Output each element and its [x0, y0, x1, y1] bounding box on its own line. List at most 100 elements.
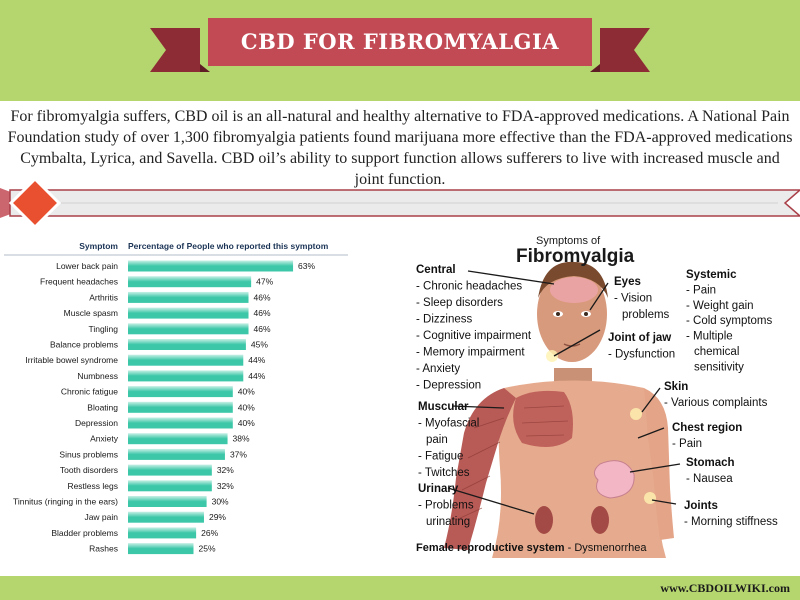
- symptom-bar-chart: Symptom Percentage of People who reported…: [4, 241, 348, 555]
- group-item: - Depression: [416, 380, 481, 392]
- group-heading: Eyes: [614, 276, 641, 288]
- value-label: 46%: [254, 308, 271, 318]
- category-label: Arthritis: [89, 292, 118, 302]
- kidney-left: [535, 506, 553, 534]
- category-label: Restless legs: [67, 481, 118, 491]
- category-label: Frequent headaches: [40, 277, 118, 287]
- group-item: - Weight gain: [686, 300, 754, 312]
- category-label: Tooth disorders: [60, 465, 118, 475]
- group-item: - Pain: [672, 438, 702, 450]
- value-label: 47%: [256, 277, 273, 287]
- group-item: - Morning stiffness: [684, 516, 778, 528]
- bar: [128, 543, 194, 555]
- page-title: CBD FOR FIBROMYALGIA: [240, 29, 560, 54]
- value-label: 38%: [233, 434, 250, 444]
- bar: [128, 448, 225, 460]
- category-label: Numbness: [77, 371, 118, 381]
- group-heading: Stomach: [686, 457, 735, 469]
- value-label: 37%: [230, 449, 247, 459]
- group-item: - Fatigue: [418, 451, 463, 463]
- group-item: - Vision: [614, 293, 652, 305]
- group-item: - Pain: [686, 284, 716, 296]
- category-label: Bloating: [87, 402, 118, 412]
- category-label: Irritable bowel syndrome: [25, 355, 118, 365]
- group-item: - Various complaints: [664, 397, 768, 409]
- group-item: - Myofascial: [418, 418, 479, 430]
- value-label: 30%: [212, 497, 229, 507]
- value-label: 45%: [251, 340, 268, 350]
- bar: [128, 307, 249, 319]
- ribbon-left-fold: [200, 64, 210, 72]
- ribbon-right-fold: [590, 64, 600, 72]
- title-ribbon: [150, 18, 650, 72]
- reproductive-heading: Female reproductive system: [416, 542, 565, 554]
- category-label: Tinnitus (ringing in the ears): [13, 497, 118, 507]
- group-heading: Muscular: [418, 401, 469, 413]
- intro-paragraph: For fibromyalgia suffers, CBD oil is an …: [7, 108, 793, 188]
- value-label: 32%: [217, 481, 234, 491]
- category-label: Sinus problems: [59, 449, 118, 459]
- group-item: pain: [426, 434, 448, 446]
- symptom-group: Joint of jaw - Dysfunction: [608, 332, 675, 361]
- value-label: 29%: [209, 512, 226, 522]
- bar: [128, 433, 228, 445]
- bar: [128, 417, 233, 429]
- stomach-overlay: [594, 460, 635, 499]
- bar: [128, 527, 197, 539]
- group-item: - Cold symptoms: [686, 315, 773, 327]
- group-heading: Joints: [684, 500, 718, 512]
- category-label: Lower back pain: [56, 261, 118, 271]
- value-label: 40%: [238, 418, 255, 428]
- header-percent: Percentage of People who reported this s…: [128, 241, 329, 251]
- group-heading: Urinary: [418, 483, 459, 495]
- category-label: Tingling: [89, 324, 119, 334]
- group-item: - Twitches: [418, 467, 470, 479]
- reproductive-text: - Dysmenorrhea: [565, 542, 648, 554]
- bar: [128, 354, 244, 366]
- category-label: Chronic fatigue: [61, 387, 118, 397]
- group-item: - Problems: [418, 500, 474, 512]
- kidney-right: [591, 506, 609, 534]
- value-label: 40%: [238, 387, 255, 397]
- bar: [128, 464, 212, 476]
- symptom-group: Systemic - Pain - Weight gain - Cold sympto…: [686, 269, 773, 373]
- bar: [128, 511, 204, 523]
- category-label: Balance problems: [50, 340, 118, 350]
- bar: [128, 480, 212, 492]
- group-item: - Nausea: [686, 473, 733, 485]
- group-item: chemical: [694, 346, 739, 358]
- group-item: - Sleep disorders: [416, 297, 503, 309]
- value-label: 26%: [201, 528, 218, 538]
- group-item: - Multiple: [686, 331, 733, 343]
- ribbon-left-tail: [150, 28, 200, 72]
- bar: [128, 370, 244, 382]
- value-label: 32%: [217, 465, 234, 475]
- group-heading: Central: [416, 264, 456, 276]
- group-heading: Joint of jaw: [608, 332, 671, 344]
- bar: [128, 276, 252, 288]
- ribbon-right-tail: [600, 28, 650, 72]
- bar: [128, 291, 249, 303]
- muscle-arm: [444, 388, 516, 550]
- group-item: - Cognitive impairment: [416, 330, 532, 342]
- figure-title-line1: Symptoms of: [536, 235, 601, 247]
- value-label: 25%: [199, 544, 216, 554]
- group-item: - Dizziness: [416, 314, 472, 326]
- reproductive-line: Female reproductive system - Dysmenorrhe…: [416, 542, 647, 554]
- footer-url[interactable]: www.CBDOILWIKI.com: [660, 581, 790, 595]
- symptom-group: Chest region - Pain: [672, 422, 742, 450]
- value-label: 46%: [254, 292, 271, 302]
- value-label: 40%: [238, 402, 255, 412]
- category-label: Muscle spasm: [64, 308, 118, 318]
- symptom-group: Eyes - Vision problems: [614, 276, 670, 321]
- bar: [128, 401, 233, 413]
- bar: [128, 260, 294, 272]
- group-item: - Dysfunction: [608, 349, 675, 361]
- value-label: 63%: [298, 261, 315, 271]
- figure-title-line2: Fibromyalgia: [516, 246, 635, 267]
- bar: [128, 386, 233, 398]
- group-heading: Skin: [664, 381, 688, 393]
- symptom-group: Joints - Morning stiffness: [684, 500, 778, 528]
- category-label: Bladder problems: [51, 528, 118, 538]
